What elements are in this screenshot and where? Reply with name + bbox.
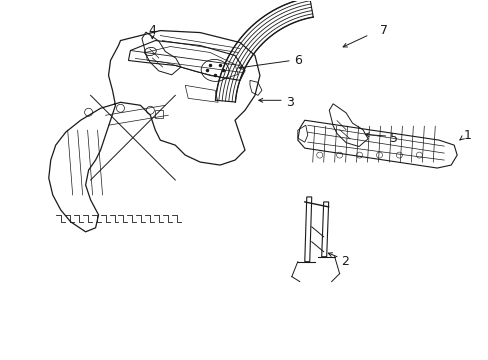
- Text: 1: 1: [462, 129, 470, 142]
- Text: 7: 7: [380, 24, 387, 37]
- Text: 6: 6: [293, 54, 301, 67]
- Text: 5: 5: [389, 132, 398, 145]
- Text: 2: 2: [340, 255, 348, 268]
- Text: 4: 4: [148, 24, 156, 37]
- Text: 3: 3: [285, 96, 293, 109]
- Bar: [155, 110, 163, 118]
